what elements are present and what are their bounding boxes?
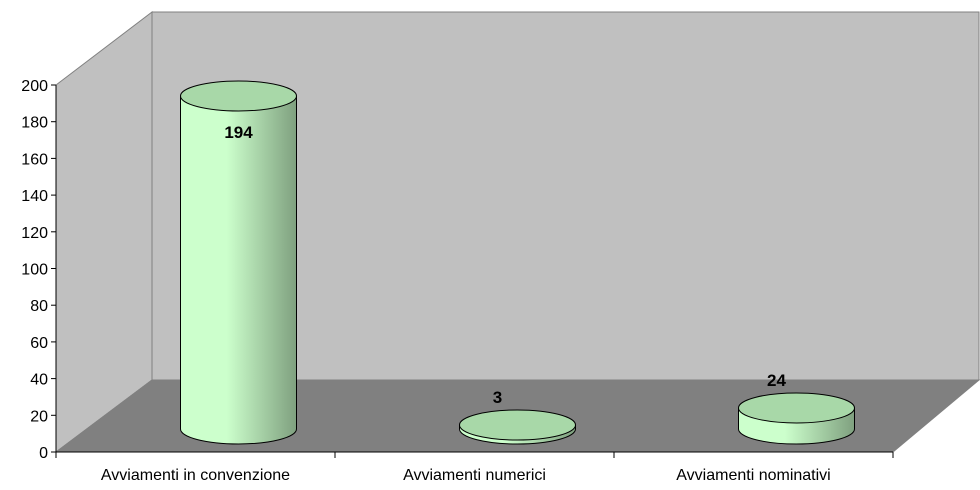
chart-side-wall (55, 10, 153, 453)
y-axis: 0 20 40 60 80 100 120 140 160 180 200 (21, 78, 57, 462)
bar: 24 (738, 371, 855, 445)
y-tick-label: 200 (21, 78, 48, 95)
x-category-label: Avviamenti in convenzione (101, 467, 290, 484)
data-label: 3 (493, 388, 502, 407)
bar-top (738, 392, 855, 424)
x-category-label: Avviamenti numerici (403, 467, 546, 484)
y-tick-label: 120 (21, 225, 48, 242)
y-tick-label: 180 (21, 115, 48, 132)
y-tick-label: 140 (21, 188, 48, 205)
y-tick-label: 40 (30, 372, 48, 389)
y-tick-label: 80 (30, 298, 48, 315)
bar: 3 (459, 388, 576, 445)
y-tick-label: 20 (30, 408, 48, 425)
y-tick-label: 60 (30, 335, 48, 352)
bar-top (459, 409, 576, 441)
data-label: 24 (767, 371, 786, 390)
bar-top (180, 80, 297, 112)
bar-body (180, 95, 297, 445)
bar: 194 (180, 80, 297, 445)
y-tick-label: 0 (39, 445, 48, 462)
y-tick-label: 100 (21, 262, 48, 279)
data-label: 194 (224, 123, 253, 142)
x-category-label: Avviamenti nominativi (676, 467, 830, 484)
y-tick-label: 160 (21, 151, 48, 168)
bars: 194 3 24 (180, 80, 855, 445)
x-axis: Avviamenti in convenzione Avviamenti nume… (55, 451, 894, 484)
